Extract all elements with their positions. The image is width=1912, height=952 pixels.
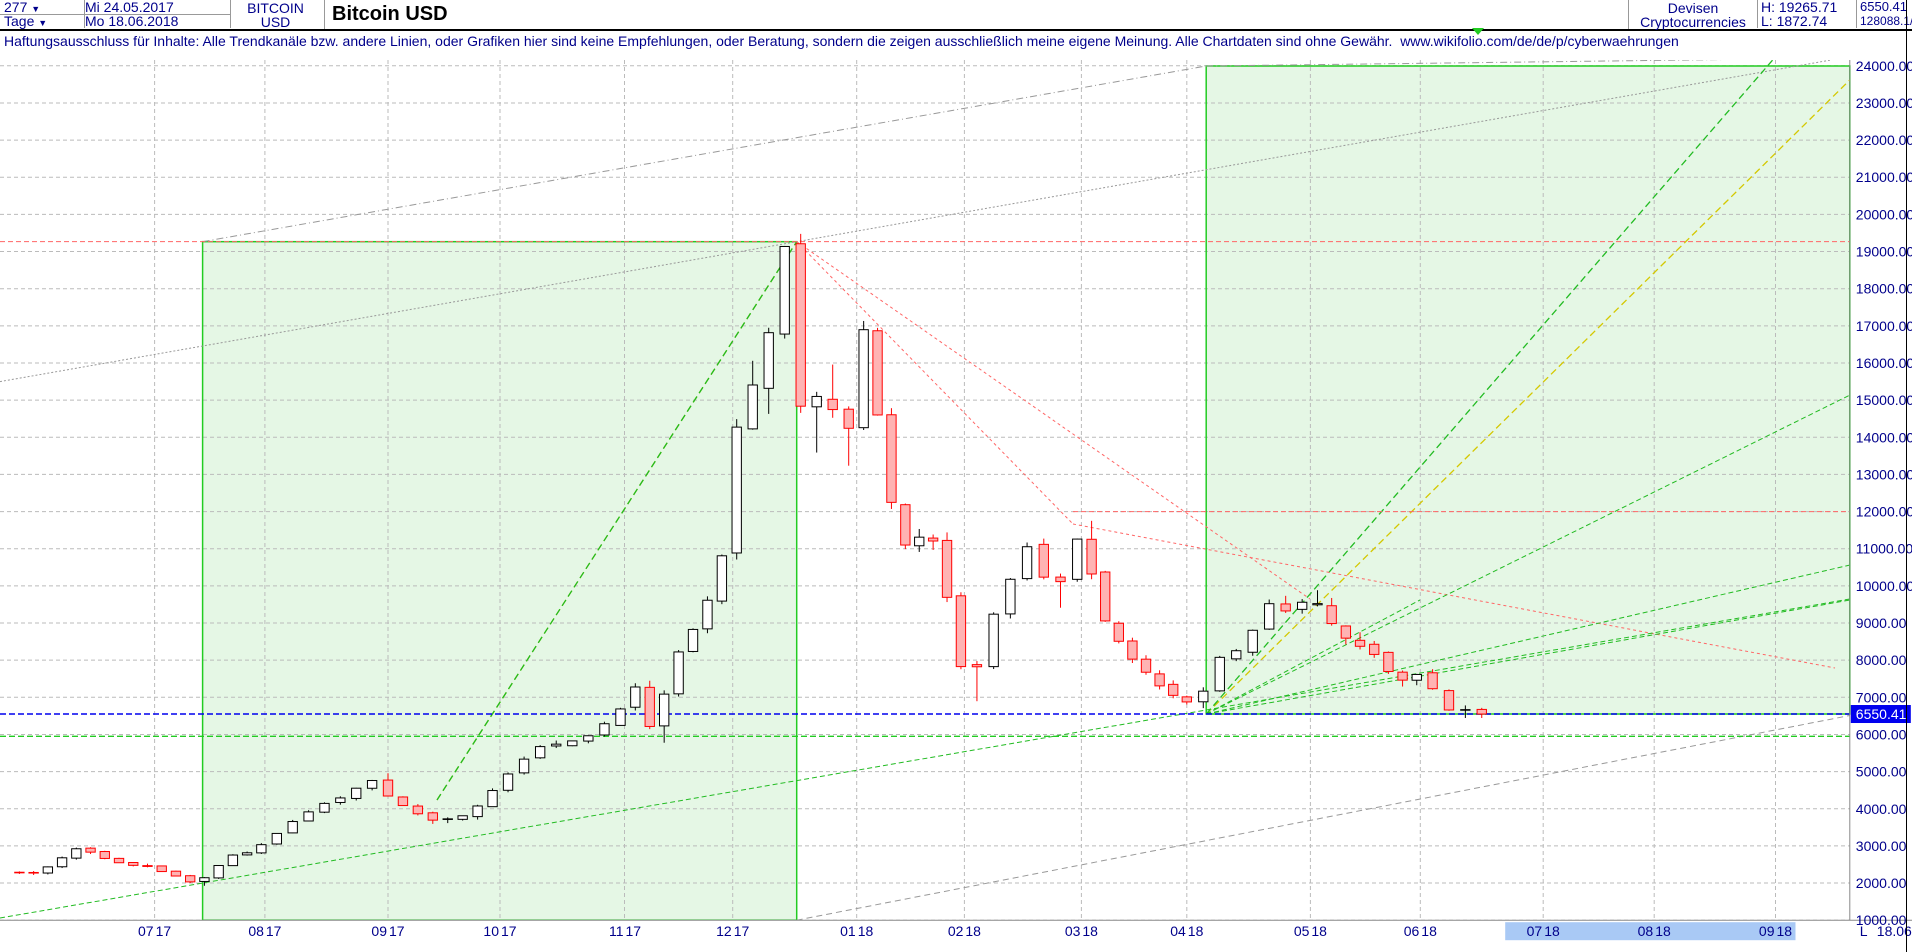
svg-text:21000.00: 21000.00 — [1856, 169, 1912, 185]
svg-text:06: 06 — [1404, 923, 1420, 939]
svg-text:17: 17 — [266, 923, 282, 939]
svg-text:9000.00: 9000.00 — [1856, 615, 1907, 631]
svg-text:11000.00: 11000.00 — [1856, 541, 1912, 557]
svg-text:18: 18 — [1082, 923, 1098, 939]
svg-text:17: 17 — [156, 923, 172, 939]
svg-text:15000.00: 15000.00 — [1856, 392, 1912, 408]
svg-text:8000.00: 8000.00 — [1856, 652, 1907, 668]
svg-text:02: 02 — [948, 923, 964, 939]
svg-text:13000.00: 13000.00 — [1856, 466, 1912, 482]
svg-text:17: 17 — [734, 923, 750, 939]
svg-text:14000.00: 14000.00 — [1856, 429, 1912, 445]
svg-text:10000.00: 10000.00 — [1856, 578, 1912, 594]
svg-text:05: 05 — [1294, 923, 1310, 939]
svg-text:09: 09 — [1759, 923, 1775, 939]
svg-text:08: 08 — [248, 923, 264, 939]
svg-text:16000.00: 16000.00 — [1856, 355, 1912, 371]
svg-text:18: 18 — [1421, 923, 1437, 939]
svg-text:17: 17 — [626, 923, 642, 939]
svg-text:19000.00: 19000.00 — [1856, 244, 1912, 260]
svg-text:4000.00: 4000.00 — [1856, 801, 1907, 817]
svg-text:24000.00: 24000.00 — [1856, 58, 1912, 74]
svg-text:17000.00: 17000.00 — [1856, 318, 1912, 334]
svg-text:5000.00: 5000.00 — [1856, 764, 1907, 780]
svg-text:18: 18 — [965, 923, 981, 939]
svg-text:17: 17 — [501, 923, 517, 939]
svg-text:18: 18 — [1655, 923, 1671, 939]
svg-text:20000.00: 20000.00 — [1856, 206, 1912, 222]
svg-text:09: 09 — [371, 923, 387, 939]
svg-text:22000.00: 22000.00 — [1856, 132, 1912, 148]
svg-text:11: 11 — [609, 923, 624, 939]
svg-text:18: 18 — [1777, 923, 1793, 939]
svg-text:03: 03 — [1065, 923, 1081, 939]
svg-text:L: L — [1860, 923, 1868, 939]
svg-text:12: 12 — [716, 923, 732, 939]
svg-text:7000.00: 7000.00 — [1856, 689, 1907, 705]
svg-text:18000.00: 18000.00 — [1856, 281, 1912, 297]
svg-text:3000.00: 3000.00 — [1856, 838, 1907, 854]
svg-text:07: 07 — [138, 923, 154, 939]
svg-text:23000.00: 23000.00 — [1856, 95, 1912, 111]
svg-text:18: 18 — [1311, 923, 1327, 939]
svg-text:10: 10 — [483, 923, 499, 939]
svg-text:17: 17 — [389, 923, 405, 939]
svg-text:6000.00: 6000.00 — [1856, 726, 1907, 742]
svg-text:18: 18 — [1544, 923, 1560, 939]
svg-text:04: 04 — [1170, 923, 1186, 939]
svg-text:07: 07 — [1527, 923, 1543, 939]
svg-text:01: 01 — [840, 923, 856, 939]
svg-text:12000.00: 12000.00 — [1856, 504, 1912, 520]
svg-text:2000.00: 2000.00 — [1856, 875, 1907, 891]
svg-text:6550.41: 6550.41 — [1856, 706, 1907, 722]
svg-text:18: 18 — [858, 923, 874, 939]
svg-text:08: 08 — [1638, 923, 1654, 939]
svg-text:18: 18 — [1188, 923, 1204, 939]
